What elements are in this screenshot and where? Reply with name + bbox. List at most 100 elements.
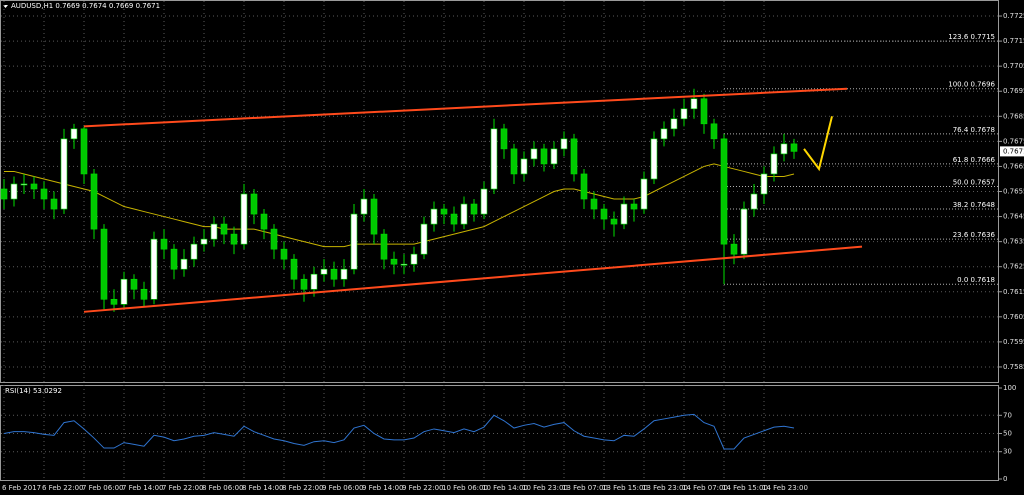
y-tick-label: 100 [1003, 384, 1016, 392]
chart-title: AUDUSD,H1 0.7669 0.7674 0.7669 0.7671 [11, 2, 160, 10]
candle-body [250, 193, 258, 215]
candle-body [470, 203, 478, 215]
candle-body [140, 288, 148, 300]
candle-body [600, 208, 608, 220]
y-tick-label: 0.7725 [1003, 12, 1024, 20]
candle-body [630, 203, 638, 210]
candle-body [660, 128, 668, 140]
candle-body [50, 198, 58, 210]
candle-body [370, 198, 378, 235]
candle-body [710, 123, 718, 140]
trend-line [83, 245, 863, 313]
candle-body [210, 223, 218, 240]
rsi-panel-frame [0, 385, 999, 481]
candle-body [770, 153, 778, 175]
candle-body [220, 223, 228, 235]
fib-label: 38.2 0.7648 [953, 201, 995, 209]
fib-label: 50.0 0.7657 [953, 178, 995, 186]
x-tick-label: 7 Feb 06:00 [82, 484, 123, 492]
candle-body [620, 203, 628, 225]
fib-label: 76.4 0.7678 [953, 126, 995, 134]
candle-body [30, 183, 38, 190]
y-tick-label: 0.7635 [1003, 238, 1024, 246]
x-tick-label: 8 Feb 06:00 [202, 484, 243, 492]
candle-body [10, 183, 18, 200]
x-tick-label: 10 Feb 14:00 [482, 484, 528, 492]
candle-body [330, 268, 338, 280]
candle-body [260, 213, 268, 230]
candle-body [340, 268, 348, 280]
candle-body [230, 233, 238, 245]
candle-body [70, 128, 78, 140]
y-tick-label: 0.7715 [1003, 37, 1024, 45]
candle-body [480, 188, 488, 215]
fib-label: 100.0 0.7696 [948, 81, 995, 89]
candle-body [130, 278, 138, 290]
candle-body [750, 193, 758, 210]
y-tick-label: 70 [1003, 411, 1012, 419]
candle-body [780, 143, 788, 155]
candle-body [650, 138, 658, 180]
x-tick-label: 10 Feb 23:00 [522, 484, 568, 492]
x-tick-label: 9 Feb 22:00 [402, 484, 443, 492]
candle-body [320, 268, 328, 275]
candle-body [610, 218, 618, 225]
x-tick-label: 13 Feb 15:00 [602, 484, 648, 492]
fib-label: 0.0 0.7618 [957, 276, 995, 284]
y-tick-label: 0.7605 [1003, 313, 1024, 321]
candle-body [120, 278, 128, 305]
y-tick-label: 0.7675 [1003, 137, 1024, 145]
x-tick-label: 13 Feb 23:00 [642, 484, 688, 492]
candle-body [790, 143, 798, 152]
candle-body [300, 278, 308, 290]
candle-body [350, 213, 358, 270]
candle-body [760, 173, 768, 195]
x-tick-label: 10 Feb 06:00 [442, 484, 488, 492]
x-tick-label: 7 Feb 22:00 [162, 484, 203, 492]
candle-body [100, 228, 108, 300]
candle-body [530, 148, 538, 160]
fib-label: 123.6 0.7715 [948, 33, 995, 41]
candle-body [700, 98, 708, 125]
candle-body [390, 258, 398, 265]
x-tick-label: 13 Feb 07:00 [562, 484, 608, 492]
candle-body [550, 148, 558, 165]
candle-body [180, 258, 188, 270]
candle-body [200, 238, 208, 245]
x-tick-label: 14 Feb 07:00 [682, 484, 728, 492]
candle-body [420, 223, 428, 255]
y-tick-label: 50 [1003, 430, 1012, 438]
y-tick-label: 0.7595 [1003, 338, 1024, 346]
y-tick-label: 0.7705 [1003, 62, 1024, 70]
y-tick-label: 0.7695 [1003, 87, 1024, 95]
y-tick-label: 0.7585 [1003, 363, 1024, 371]
candle-body [170, 248, 178, 270]
candle-body [500, 128, 508, 150]
x-tick-label: 8 Feb 14:00 [242, 484, 283, 492]
candle-body [570, 138, 578, 175]
candle-body [590, 198, 598, 210]
candle-body [720, 138, 728, 245]
x-tick-label: 8 Feb 22:00 [282, 484, 323, 492]
candle-body [360, 198, 368, 215]
candle-body [560, 138, 568, 150]
candle-body [690, 98, 698, 110]
candle-body [310, 273, 318, 290]
candle-body [490, 128, 498, 190]
y-tick-label: 30 [1003, 448, 1012, 456]
moving-average [4, 163, 795, 248]
candle-body [730, 243, 738, 255]
candle-body [240, 193, 248, 245]
candle-body [380, 233, 388, 260]
y-tick-label: 0.7615 [1003, 288, 1024, 296]
candle-body [670, 118, 678, 130]
candle-body [430, 208, 438, 225]
candle-body [460, 203, 468, 225]
trend-line [83, 87, 848, 128]
last-price-label: 0.7671 [1003, 147, 1024, 155]
candle-body [580, 173, 588, 200]
y-tick-label: 0.7685 [1003, 112, 1024, 120]
candle-body [280, 248, 288, 260]
candle-body [410, 253, 418, 265]
